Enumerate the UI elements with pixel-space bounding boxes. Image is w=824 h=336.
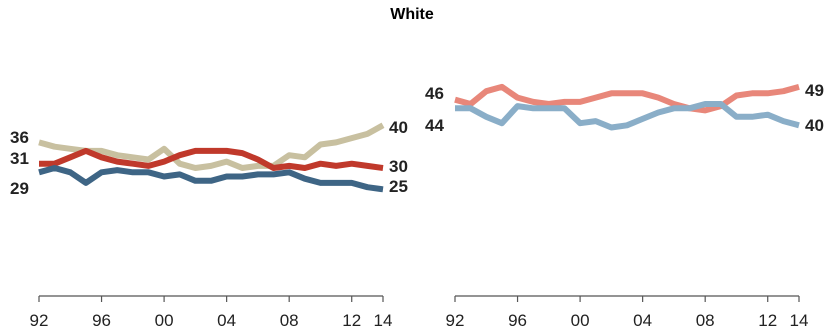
x-tick-label: 08 <box>280 311 299 330</box>
x-tick-label: 08 <box>696 311 715 330</box>
x-tick-label: 14 <box>790 311 809 330</box>
x-tick-label: 12 <box>342 311 361 330</box>
series-end-label: 25 <box>389 177 408 196</box>
x-tick-label: 96 <box>508 311 527 330</box>
series-start-label: 36 <box>10 128 29 147</box>
series-start-label: 46 <box>425 84 444 103</box>
x-tick-label: 04 <box>633 311 652 330</box>
series-line <box>38 122 385 171</box>
series-line <box>454 83 800 114</box>
x-tick-label: 96 <box>92 311 111 330</box>
chart-title: White <box>390 6 434 23</box>
x-tick-label: 00 <box>571 311 590 330</box>
series-end-label: 40 <box>389 118 408 137</box>
series-end-label: 30 <box>389 157 408 176</box>
series-line <box>39 147 384 171</box>
series-start-label: 29 <box>10 179 29 198</box>
x-tick-label: 92 <box>30 311 49 330</box>
x-tick-label: 04 <box>217 311 236 330</box>
x-tick-label: 92 <box>446 311 465 330</box>
x-tick-label: 00 <box>155 311 174 330</box>
series-line <box>38 165 384 193</box>
series-start-label: 31 <box>10 149 29 168</box>
series-end-label: 40 <box>805 116 824 135</box>
x-tick-label: 14 <box>374 311 393 330</box>
x-tick-label: 12 <box>758 311 777 330</box>
series-start-label: 44 <box>425 116 444 135</box>
series-line <box>455 101 800 131</box>
series-end-label: 49 <box>805 81 824 100</box>
